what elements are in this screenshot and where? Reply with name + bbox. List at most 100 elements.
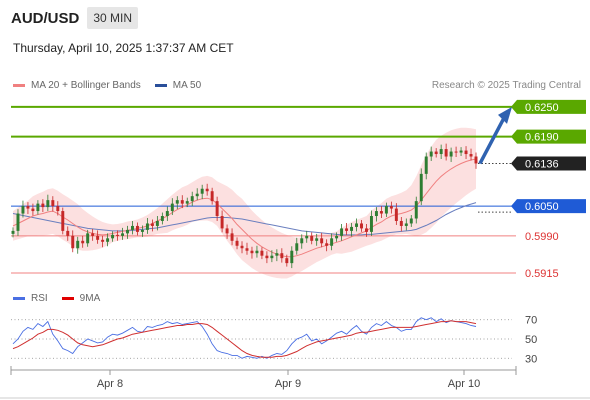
candle-body (230, 233, 234, 241)
rsi-ma-label: 9MA (79, 293, 101, 304)
rsi-swatch (13, 297, 25, 300)
candle-body (275, 253, 279, 256)
candle-body (155, 220, 159, 226)
ma20-swatch (13, 84, 25, 87)
candle-body (325, 243, 329, 246)
ma50-label: MA 50 (172, 80, 202, 91)
candle-body (285, 258, 289, 264)
rsi-ma-swatch (61, 297, 74, 300)
candle-body (454, 151, 458, 153)
legend-rsi: RSI (13, 293, 48, 304)
candle-body (409, 218, 413, 224)
candle-body (195, 193, 199, 197)
candle-body (126, 229, 129, 234)
candle-body (26, 206, 30, 209)
candle-body (295, 243, 299, 251)
ma50-swatch (154, 84, 167, 87)
candle-body (335, 235, 339, 239)
candle-body (31, 208, 35, 212)
candle-body (449, 151, 453, 157)
timestamp: Thursday, April 10, 2025 1:37:37 AM CET (13, 41, 234, 55)
candle-body (61, 211, 65, 231)
candle-body (270, 255, 274, 259)
ma20-label: MA 20 + Bollinger Bands (31, 80, 141, 91)
candle-body (66, 230, 70, 236)
candle-body (135, 225, 139, 232)
ma20-line (12, 158, 477, 258)
ma50-line (12, 202, 477, 236)
rsi-tick-70: 70 (525, 315, 537, 327)
candle-body (41, 203, 45, 208)
candle-body (21, 206, 25, 214)
candle-body (150, 223, 154, 226)
candle-body (434, 151, 438, 155)
candle-body (96, 235, 100, 240)
candle-body (205, 188, 209, 192)
candle-body (300, 238, 304, 244)
candle-body (280, 253, 284, 259)
rsi-tick-50: 50 (525, 334, 537, 346)
level-label-0.6190: 0.6190 (525, 132, 559, 144)
candle-body (36, 203, 40, 212)
candle-body (355, 223, 358, 227)
legend-ma20: MA 20 + Bollinger Bands (13, 80, 141, 91)
level-tag-0.6250 (511, 99, 586, 114)
candle-body (185, 201, 189, 204)
level-label-0.5990: 0.5990 (525, 231, 559, 243)
candle-body (51, 200, 55, 207)
candle-body (315, 238, 319, 241)
candle-body (56, 206, 60, 212)
candle-body (419, 173, 423, 202)
candle-body (424, 156, 428, 174)
candle-body (374, 211, 378, 217)
candle-body (215, 201, 219, 217)
candle-body (101, 239, 105, 242)
header: AUD/USD 30 MIN (11, 7, 139, 29)
candle-body (16, 213, 20, 231)
candle-body (170, 203, 174, 212)
timeframe-badge[interactable]: 30 MIN (87, 7, 139, 29)
candle-body (350, 226, 354, 231)
time-label-apr-10: Apr 10 (448, 378, 480, 390)
level-label-0.6136: 0.6136 (525, 158, 559, 170)
candle-body (265, 255, 269, 259)
candle-body (429, 151, 433, 157)
candle-body (290, 250, 294, 264)
candle-body (81, 240, 85, 244)
candle-body (175, 200, 179, 204)
level-label-0.5915: 0.5915 (525, 268, 559, 280)
candle-body (379, 211, 383, 214)
candle-body (131, 225, 134, 230)
bollinger-band (13, 127, 476, 279)
candle-body (394, 208, 398, 221)
candle-body (469, 154, 473, 157)
price-legend: MA 20 + Bollinger Bands MA 50 (13, 80, 201, 91)
time-label-apr-9: Apr 9 (275, 378, 301, 390)
level-tag-0.6190 (511, 129, 586, 144)
rsi-legend: RSI 9MA (13, 293, 100, 304)
candle-body (86, 233, 90, 244)
legend-ma50: MA 50 (154, 80, 202, 91)
level-tag-0.6050 (511, 199, 586, 214)
candle-body (140, 229, 144, 232)
candle-body (165, 211, 169, 217)
rsi-ma-line (12, 320, 477, 358)
pair-title: AUD/USD (11, 9, 80, 27)
candle-body (121, 233, 125, 236)
candle-body (210, 191, 214, 202)
target-arrow-head (498, 106, 512, 124)
level-label-0.6250: 0.6250 (525, 102, 559, 114)
candle-body (200, 188, 204, 194)
candle-body (111, 234, 115, 239)
candle-body (11, 230, 15, 234)
candle-body (245, 248, 249, 251)
candle-body (340, 228, 344, 236)
rsi-label: RSI (31, 293, 48, 304)
candle-body (310, 235, 314, 241)
candle-body (250, 250, 254, 254)
candle-body (106, 238, 110, 242)
candle-body (364, 228, 368, 232)
candle-body (240, 245, 244, 249)
candle-body (305, 235, 309, 239)
